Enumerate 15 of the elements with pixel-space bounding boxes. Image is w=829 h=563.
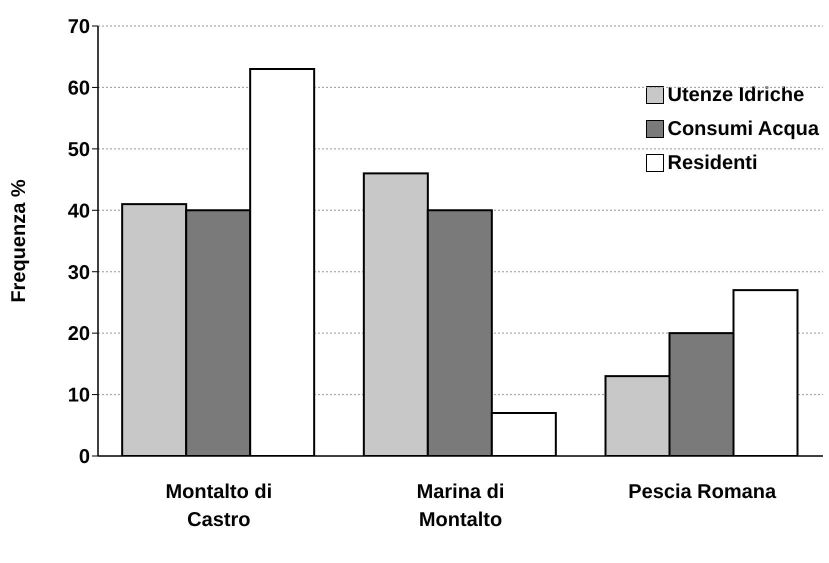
x-tick-label: Marina di Montalto — [416, 481, 504, 531]
y-axis-title: Frequenza % — [8, 179, 30, 303]
legend-label: Residenti — [668, 151, 758, 176]
y-tick-label: 40 — [68, 200, 90, 222]
y-tick-label: 70 — [68, 16, 90, 38]
y-tick-label: 30 — [68, 262, 90, 284]
y-tick-label: 60 — [68, 78, 90, 100]
y-tick-label: 0 — [78, 446, 90, 468]
x-tick-label: Pescia Romana — [628, 481, 777, 503]
y-tick-label: 50 — [68, 138, 90, 161]
legend-label: Consumi Acqua — [668, 117, 819, 142]
x-tick-label: Montalto di Castro — [166, 481, 272, 531]
legend-label: Utenze Idriche — [668, 83, 804, 108]
y-tick-label: 10 — [68, 384, 90, 407]
y-tick-label: 20 — [68, 323, 90, 346]
